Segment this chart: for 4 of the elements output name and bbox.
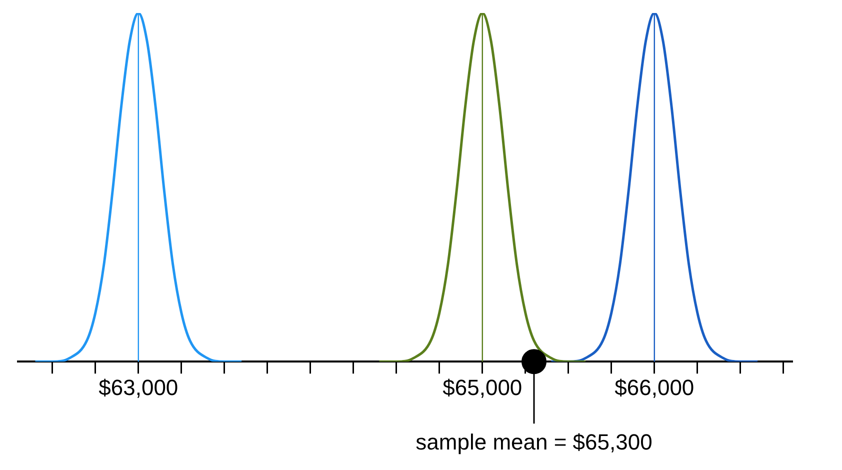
x-tick-label: $65,000	[442, 374, 522, 400]
annotation: sample mean = $65,300	[416, 430, 652, 455]
x-tick-label: $63,000	[98, 374, 178, 400]
x-tick-label: $66,000	[614, 374, 694, 400]
